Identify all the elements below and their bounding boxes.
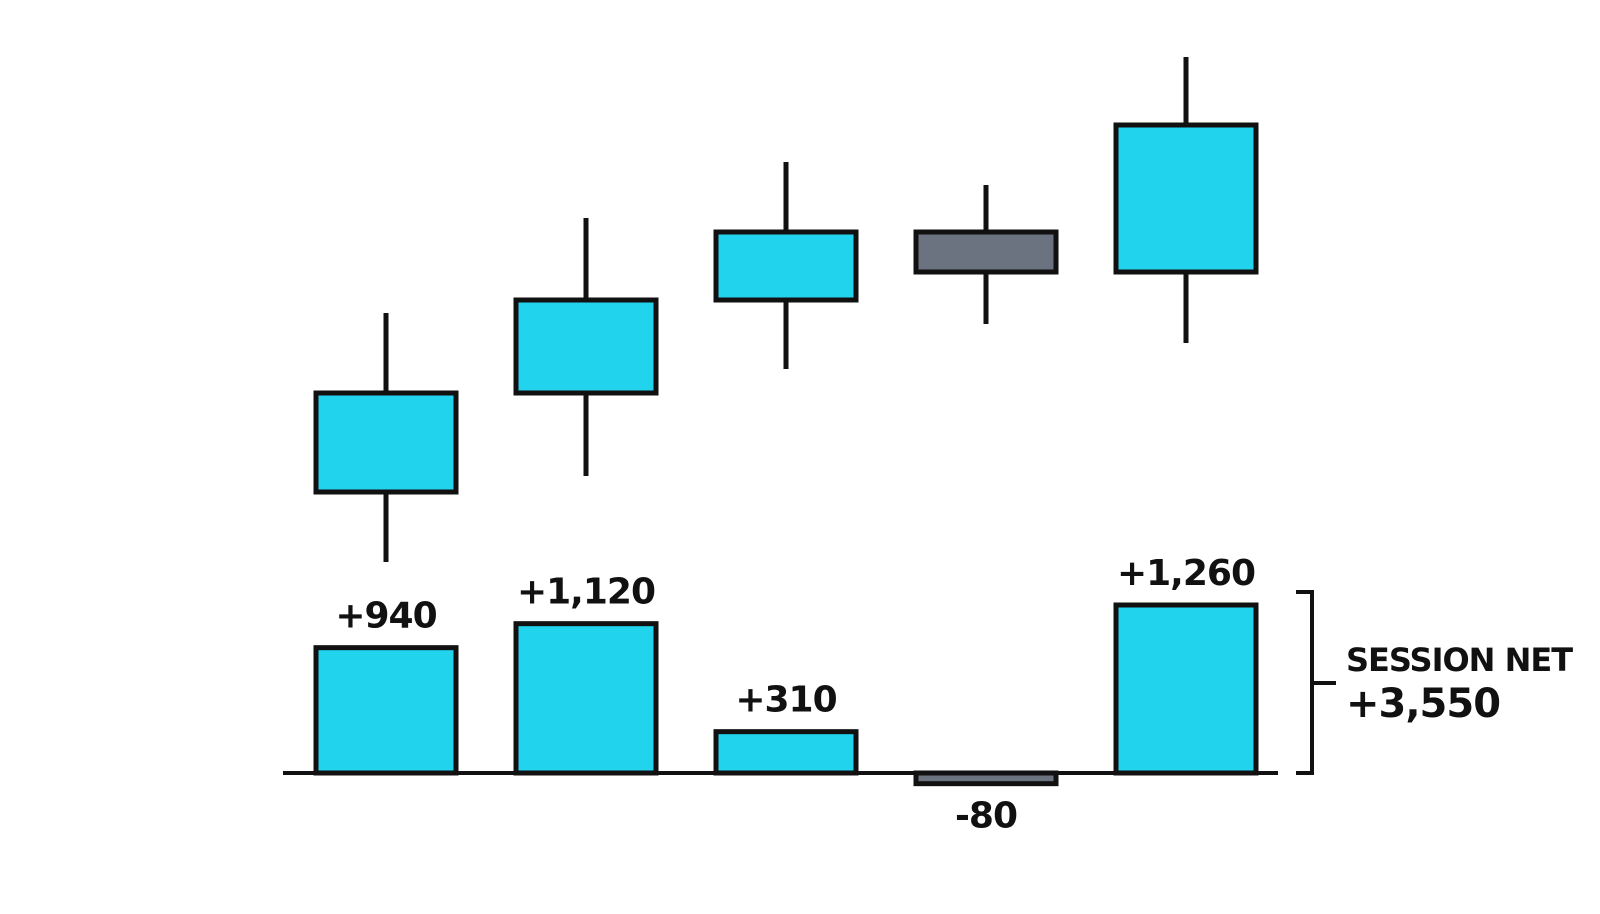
- annotation-total: +3,550: [1346, 681, 1500, 727]
- candle-body: [313, 390, 459, 495]
- value-label: +1,120: [517, 572, 655, 613]
- value-label: +940: [335, 596, 436, 637]
- candlestick-panel: [313, 57, 1259, 562]
- candle-body: [513, 297, 659, 396]
- candle-body: [1113, 122, 1259, 275]
- annotation-label: SESSION NET: [1346, 641, 1573, 679]
- candle-body: [713, 229, 859, 303]
- value-label: +1,260: [1117, 553, 1255, 594]
- candle-body: [913, 229, 1059, 275]
- bar: [313, 645, 459, 776]
- value-label: +310: [735, 680, 836, 721]
- bar: [713, 729, 859, 776]
- bar: [513, 621, 659, 776]
- bar-panel: +940 +1,120 +310 -80 +1,260: [313, 553, 1259, 837]
- bracket: [1296, 590, 1336, 775]
- value-label: -80: [955, 796, 1017, 837]
- bar: [1113, 602, 1259, 776]
